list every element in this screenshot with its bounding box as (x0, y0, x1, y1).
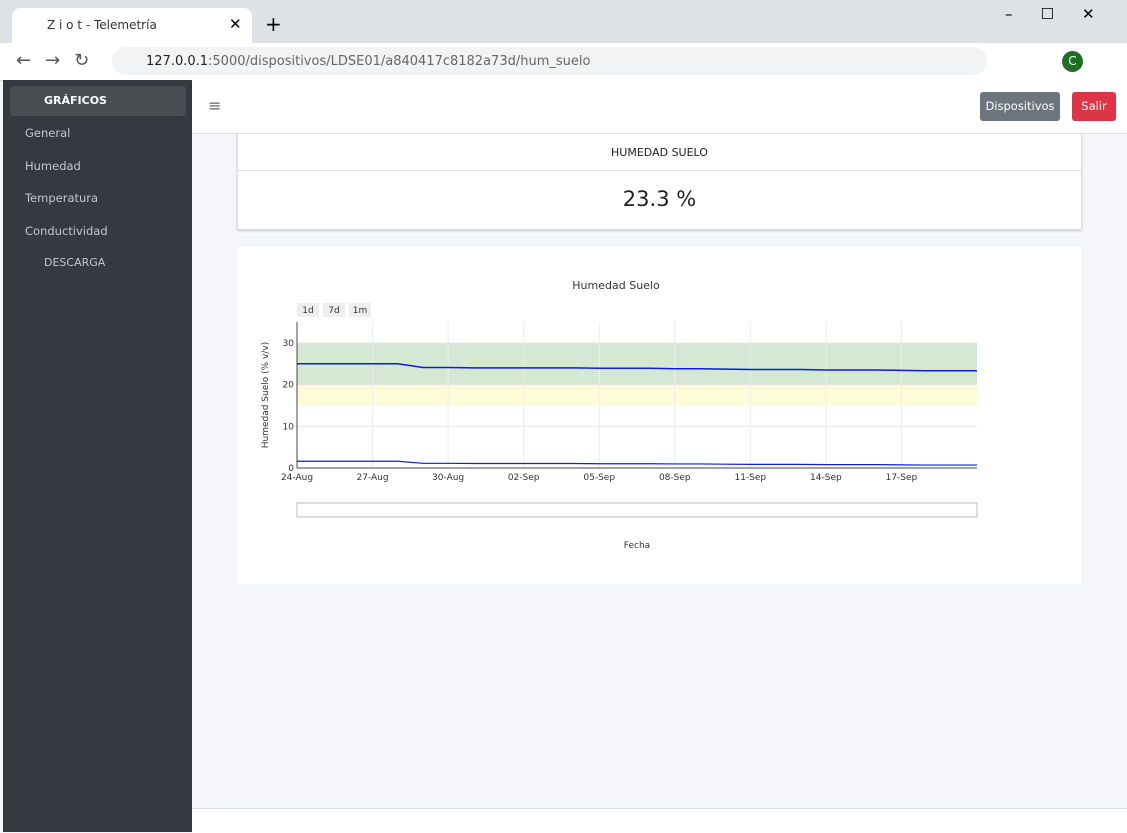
tab-title: Z i o t - Telemetría (47, 18, 157, 32)
omnibox[interactable] (112, 47, 987, 75)
range-button[interactable] (297, 303, 319, 317)
x-tick-label: 30-Aug (432, 473, 464, 483)
navbar (192, 80, 1127, 134)
line (297, 362, 977, 372)
nav-buttons[interactable]: ←→↻ (16, 50, 104, 71)
menu-item[interactable]: Temperatura (25, 191, 99, 205)
range-button[interactable] (349, 303, 371, 317)
menu-item[interactable]: Humedad (25, 159, 81, 173)
y-tick-label: 0 (288, 464, 294, 474)
button[interactable]: Salir (1072, 92, 1116, 121)
footer (192, 808, 1127, 833)
range-slider (296, 502, 978, 518)
section-title: GRÁFICOS (44, 94, 107, 107)
menu-item[interactable]: Conductividad (25, 224, 108, 238)
menu-toggle[interactable]: ≡ (208, 96, 222, 115)
x-tick-label: 05-Sep (583, 473, 615, 483)
y-tick-label: 30 (283, 339, 295, 349)
x-tick-label: 17-Sep (886, 473, 918, 483)
card-header: HUMEDAD SUELO (611, 146, 708, 159)
card-value: 23.3 % (622, 187, 697, 211)
x-tick-label: 24-Aug (281, 473, 313, 483)
sidebar-section[interactable] (10, 86, 186, 116)
url-path: :5000/dispositivos/LDSE01/a840417c8182a7… (208, 54, 591, 69)
y-tick-label: 20 (283, 381, 295, 391)
button[interactable]: Dispositivos (980, 92, 1060, 121)
x-tick-label: 14-Sep (810, 473, 842, 483)
sidebar: GRÁFICOS General Humedad Temperatura Con… (3, 80, 192, 832)
window-controls[interactable]: –☐✕ (1005, 5, 1123, 23)
value-card (237, 133, 1082, 230)
y-axis-label: Humedad Suelo (% v/v) (261, 342, 271, 449)
chart: Humedad Suelo Fecha Humedad Suelo (% v/v… (237, 247, 1081, 584)
band (297, 384, 977, 406)
menu-download[interactable]: DESCARGA (44, 256, 106, 269)
divider (237, 170, 1082, 171)
x-tick-label: 02-Sep (508, 473, 540, 483)
y-tick-label: 10 (283, 422, 295, 432)
band (297, 342, 977, 385)
url-host: 127.0.0.1 (146, 54, 209, 69)
profile[interactable]: C (1062, 51, 1083, 72)
x-tick-label: 08-Sep (659, 473, 691, 483)
x-axis-label: Fecha (624, 541, 650, 551)
tab[interactable] (12, 8, 252, 43)
range-button[interactable] (323, 303, 345, 317)
range-button-label: 1d (302, 306, 313, 316)
range-button-label: 7d (328, 306, 339, 316)
range-slider-line (297, 460, 977, 466)
menu-item[interactable]: General (25, 126, 71, 140)
url: 127.0.0.1:5000/dispositivos/LDSE01/a8404… (146, 54, 590, 69)
chart-title: Humedad Suelo (572, 279, 660, 292)
tab-close[interactable]: ✕ (229, 15, 242, 33)
range-button-label: 1m (353, 306, 368, 316)
x-tick-label: 11-Sep (734, 473, 766, 483)
x-tick-label: 27-Aug (357, 473, 389, 483)
new-tab[interactable]: + (265, 12, 282, 36)
